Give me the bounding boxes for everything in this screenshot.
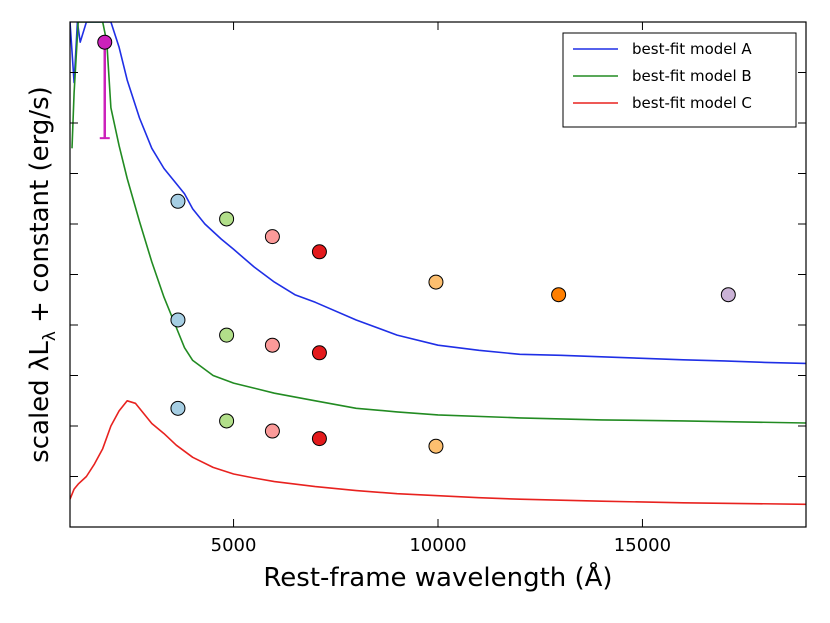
data-point [551, 287, 567, 303]
y-axis-label-lambda: λ [25, 356, 55, 371]
y-axis-label-sub: λ [40, 331, 60, 341]
data-point [219, 211, 235, 227]
y-axis-label-suffix: + constant (erg/s) [25, 86, 55, 331]
series-line-c [70, 400, 806, 506]
data-point [428, 274, 444, 290]
x-axis-label: Rest-frame wavelength (Å) [263, 561, 612, 593]
data-point [264, 423, 280, 439]
data-point [219, 413, 235, 429]
data-point [264, 337, 280, 353]
series-line-a [70, 22, 806, 365]
x-tick-label: 15000 [614, 535, 671, 556]
data-point [219, 327, 235, 343]
legend: best-fit model A best-fit model B best-f… [562, 32, 797, 128]
data-point [311, 345, 327, 361]
y-axis-label-L: L [25, 341, 55, 356]
points-layer [97, 34, 736, 454]
legend-entry-b: best-fit model B [573, 67, 752, 85]
data-point [311, 244, 327, 260]
x-tick-label: 10000 [409, 535, 466, 556]
data-point [428, 438, 444, 454]
data-point [170, 193, 186, 209]
legend-entry-a: best-fit model A [573, 40, 752, 58]
data-point [170, 400, 186, 416]
series-line-b [71, 22, 806, 424]
y-axis-label: scaled λLλ + constant (erg/s) [25, 86, 60, 463]
data-point [170, 312, 186, 328]
series-layer [70, 22, 806, 506]
data-point [264, 229, 280, 245]
ticks-layer: 5000 10000 15000 [70, 22, 806, 556]
legend-entry-c: best-fit model C [573, 94, 752, 112]
legend-label-c: best-fit model C [632, 94, 752, 112]
data-point [311, 431, 327, 447]
y-axis-label-prefix: scaled [25, 371, 55, 463]
data-point [97, 34, 113, 50]
data-point [720, 287, 736, 303]
x-tick-label: 5000 [211, 535, 257, 556]
legend-label-a: best-fit model A [632, 40, 752, 58]
legend-label-b: best-fit model B [632, 67, 752, 85]
